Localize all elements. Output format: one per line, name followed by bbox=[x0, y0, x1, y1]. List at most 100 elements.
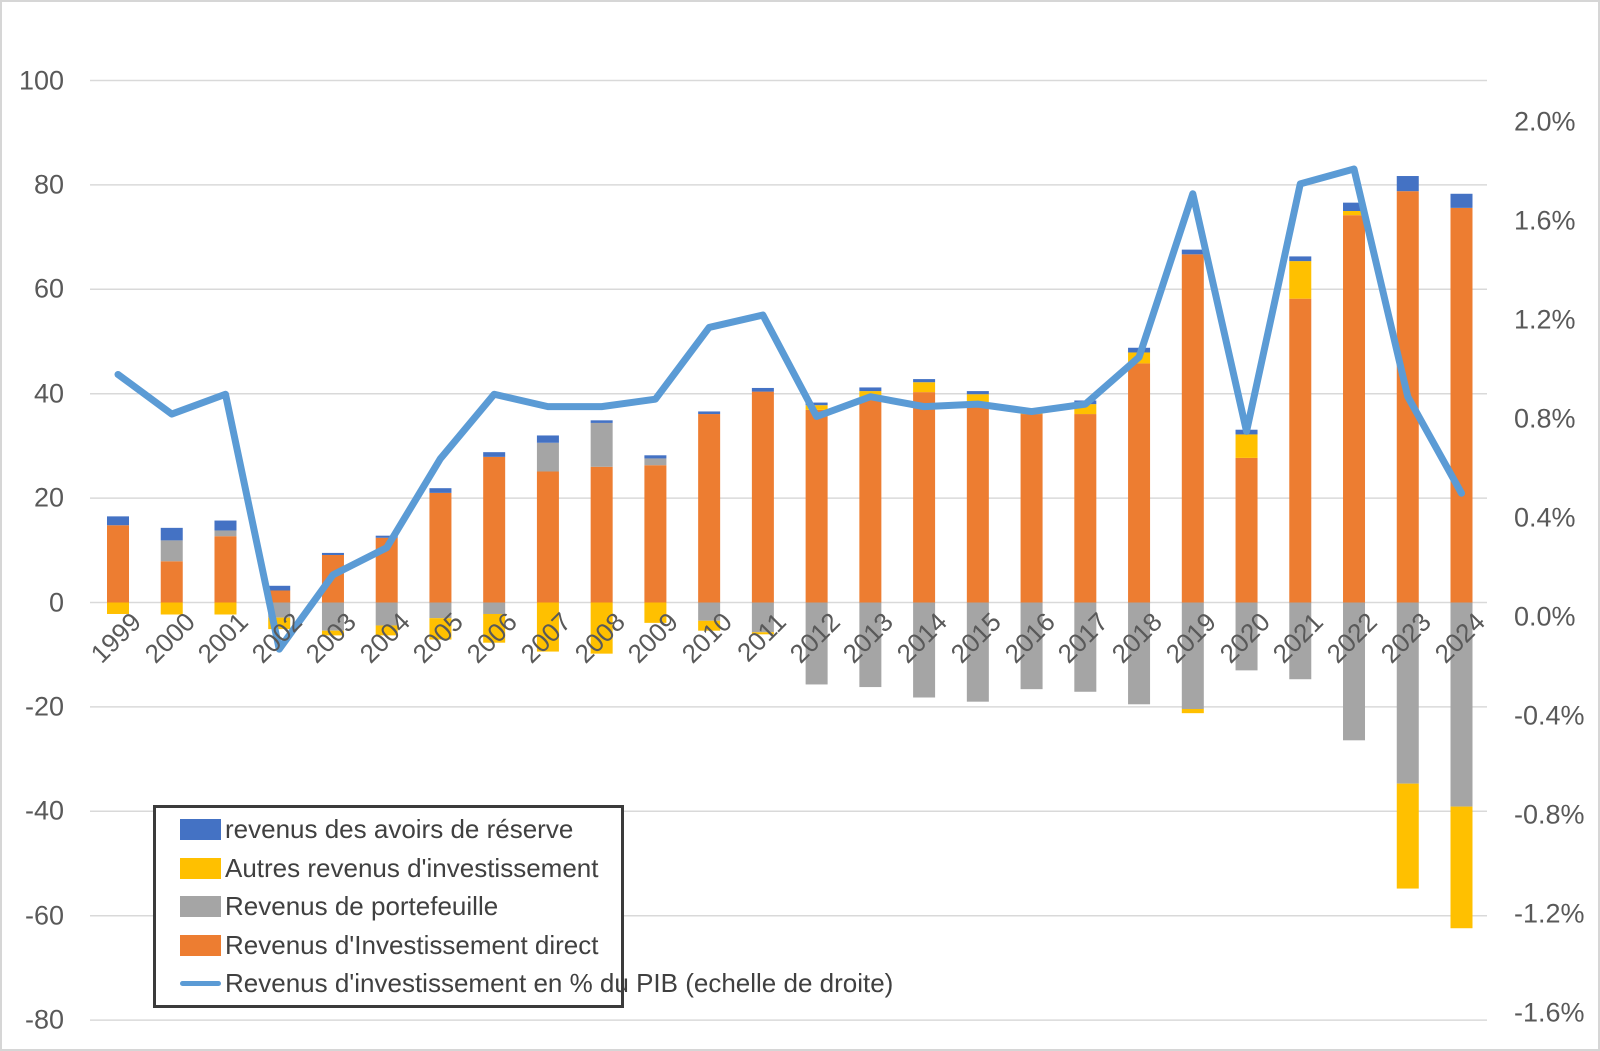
bar-segment-2019-reserve bbox=[1181, 249, 1204, 255]
legend-item-portefeuille: Revenus de portefeuille bbox=[180, 890, 621, 924]
bar-segment-2004-portefeuille bbox=[375, 602, 398, 626]
y-left-tick: -40 bbox=[24, 795, 64, 826]
bar-segment-2008-autres bbox=[590, 602, 613, 654]
bar-segment-2021-reserve bbox=[1289, 256, 1312, 262]
bar-segment-2022-portefeuille bbox=[1343, 602, 1366, 741]
bar-segment-2009-reserve bbox=[644, 455, 667, 459]
bar-segment-2016-direct bbox=[1020, 414, 1043, 603]
bar-segment-2009-direct bbox=[644, 465, 667, 603]
bar-segment-2012-autres bbox=[805, 405, 828, 410]
bar-segment-1999-reserve bbox=[107, 516, 129, 526]
y-left-tick: -20 bbox=[24, 691, 64, 722]
bar-segment-2011-portefeuille bbox=[751, 602, 774, 633]
legend-swatch-portefeuille bbox=[180, 896, 221, 917]
bar-segment-2020-direct bbox=[1235, 457, 1258, 603]
bar-segment-2005-autres bbox=[429, 618, 452, 640]
bar-segment-2005-reserve bbox=[429, 488, 452, 493]
bar-segment-2007-autres bbox=[536, 602, 559, 652]
bar-segment-2006-direct bbox=[483, 456, 506, 603]
bar-segment-2009-autres bbox=[644, 602, 667, 623]
bar-segment-2003-portefeuille bbox=[321, 602, 344, 631]
bar-segment-2008-direct bbox=[590, 466, 613, 603]
bar-segment-2010-autres bbox=[698, 620, 721, 631]
bar-segment-2010-direct bbox=[698, 414, 721, 603]
bar-segment-2007-portefeuille bbox=[536, 442, 559, 472]
bar-segment-2005-direct bbox=[429, 492, 452, 603]
bar-segment-2023-autres bbox=[1396, 783, 1419, 889]
legend: revenus des avoirs de réserve Autres rev… bbox=[153, 805, 893, 1008]
bar-segment-1999-autres bbox=[107, 602, 129, 614]
bar-segment-2020-portefeuille bbox=[1235, 602, 1258, 671]
y-left-tick: 20 bbox=[33, 482, 64, 513]
bar-segment-2006-portefeuille bbox=[483, 602, 506, 614]
bar-segment-2014-portefeuille bbox=[913, 602, 936, 698]
y-left-tick: 60 bbox=[33, 273, 64, 304]
bar-segment-2014-direct bbox=[913, 392, 936, 603]
y-left-tick: 0 bbox=[48, 587, 64, 617]
legend-item-pib-line: Revenus d'investissement en % du PIB (ec… bbox=[180, 967, 893, 1001]
bar-segment-2011-direct bbox=[751, 391, 774, 603]
bar-segment-2012-portefeuille bbox=[805, 602, 828, 685]
bar-segment-2024-reserve bbox=[1450, 193, 1473, 208]
bar-segment-2002-reserve bbox=[268, 585, 291, 591]
bar-segment-2024-autres bbox=[1450, 806, 1473, 929]
bar-segment-2022-direct bbox=[1343, 215, 1366, 603]
bar-segment-2013-direct bbox=[859, 400, 882, 603]
bar-segment-2015-reserve bbox=[966, 391, 989, 395]
bar-segment-2000-autres bbox=[160, 602, 183, 615]
y-left-tick: 80 bbox=[33, 169, 64, 200]
bar-segment-2005-portefeuille bbox=[429, 602, 452, 619]
legend-item-direct: Revenus d'Investissement direct bbox=[180, 928, 621, 962]
bar-segment-2019-autres bbox=[1181, 708, 1204, 714]
bar-segment-2014-autres bbox=[913, 382, 936, 393]
bar-segment-2001-portefeuille bbox=[214, 530, 237, 537]
bar-segment-2006-autres bbox=[483, 613, 506, 643]
y-right-tick: 2.0% bbox=[1514, 106, 1576, 137]
y-right-tick: -1.6% bbox=[1514, 997, 1585, 1028]
bar-segment-2021-direct bbox=[1289, 298, 1312, 603]
y-left-tick: -80 bbox=[24, 1004, 64, 1035]
bar-segment-2011-autres bbox=[751, 632, 774, 635]
y-left-tick: 40 bbox=[33, 378, 64, 409]
bar-segment-1999-direct bbox=[107, 525, 129, 603]
bar-segment-2021-portefeuille bbox=[1289, 602, 1312, 680]
bar-segment-2015-direct bbox=[966, 403, 989, 603]
bar-segment-2020-autres bbox=[1235, 434, 1258, 458]
y-right-tick: 1.6% bbox=[1514, 205, 1576, 236]
bar-segment-2008-reserve bbox=[590, 420, 613, 423]
bar-segment-2002-direct bbox=[268, 590, 291, 603]
bar-segment-2017-autres bbox=[1074, 404, 1097, 415]
y-right-tick: 0.0% bbox=[1514, 601, 1576, 632]
bar-segment-2018-direct bbox=[1128, 363, 1151, 603]
bar-segment-2024-direct bbox=[1450, 207, 1473, 603]
bar-segment-2007-direct bbox=[536, 471, 559, 603]
legend-label: revenus des avoirs de réserve bbox=[225, 814, 574, 844]
bar-segment-2015-autres bbox=[966, 394, 989, 404]
bar-segment-2003-autres bbox=[321, 630, 344, 636]
bar-segment-2002-autres bbox=[268, 617, 291, 630]
bar-segment-2010-reserve bbox=[698, 411, 721, 415]
bar-segment-2000-portefeuille bbox=[160, 540, 183, 562]
bar-segment-2014-reserve bbox=[913, 379, 936, 383]
y-right-tick: -1.2% bbox=[1514, 898, 1585, 929]
bar-segment-2019-portefeuille bbox=[1181, 602, 1204, 709]
bar-segment-2004-autres bbox=[375, 625, 398, 636]
bar-segment-2007-reserve bbox=[536, 435, 559, 443]
bar-segment-2001-autres bbox=[214, 602, 237, 615]
bar-segment-2011-reserve bbox=[751, 387, 774, 392]
bar-segment-2023-reserve bbox=[1396, 176, 1419, 192]
bar-segment-2010-portefeuille bbox=[698, 602, 721, 621]
y-right-tick: -0.8% bbox=[1514, 799, 1585, 830]
bar-segment-2018-portefeuille bbox=[1128, 602, 1151, 705]
bar-segment-2004-reserve bbox=[375, 535, 398, 538]
y-left-tick: 100 bbox=[18, 65, 64, 95]
bar-segment-2012-direct bbox=[805, 409, 828, 603]
bar-segment-2003-reserve bbox=[321, 552, 344, 555]
bar-segment-2012-reserve bbox=[805, 402, 828, 406]
legend-swatch-autres bbox=[180, 857, 221, 879]
bar-segment-2022-reserve bbox=[1343, 202, 1366, 211]
bar-segment-2001-reserve bbox=[214, 520, 237, 531]
y-right-tick: 1.2% bbox=[1514, 304, 1576, 335]
bar-segment-2008-portefeuille bbox=[590, 422, 613, 467]
